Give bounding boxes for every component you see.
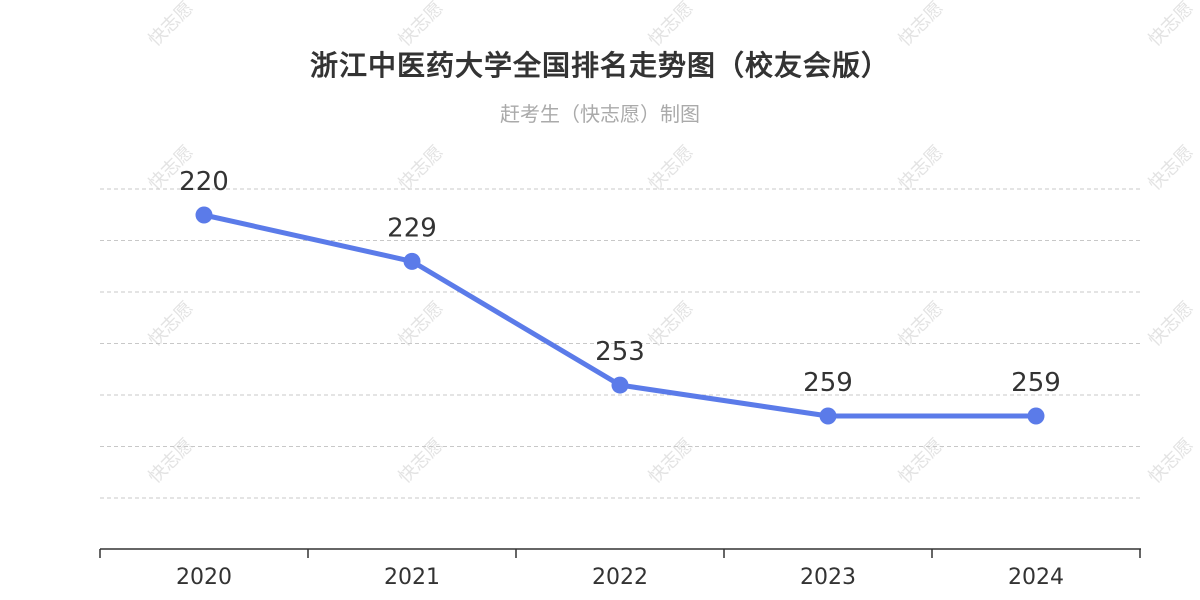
data-label: 259 xyxy=(1011,368,1061,398)
data-point xyxy=(195,206,213,224)
watermark-text: 快志愿 xyxy=(645,142,698,195)
data-label: 253 xyxy=(595,337,645,367)
x-axis: 2020 2021 2022 2023 2024 xyxy=(99,548,1141,590)
data-label: 229 xyxy=(387,213,437,243)
watermark-text: 快志愿 xyxy=(645,298,698,351)
x-tick-label: 2023 xyxy=(800,565,856,590)
series-layer xyxy=(195,206,1045,425)
data-point xyxy=(403,252,421,270)
gridlines xyxy=(100,188,1140,499)
watermark-text: 快志愿 xyxy=(1145,142,1198,195)
x-tick-label: 2024 xyxy=(1008,565,1064,590)
watermark-text: 快志愿 xyxy=(395,142,448,195)
watermark-text: 快志愿 xyxy=(1145,298,1198,351)
watermark-text: 快志愿 xyxy=(145,298,198,351)
watermark-text: 快志愿 xyxy=(895,142,948,195)
x-tick-label: 2021 xyxy=(384,565,440,590)
watermark-text: 快志愿 xyxy=(395,435,448,488)
data-point xyxy=(611,376,629,394)
watermark-text: 快志愿 xyxy=(895,298,948,351)
chart-subtitle: 赶考生（快志愿）制图 xyxy=(500,102,700,126)
data-label: 220 xyxy=(179,167,229,197)
watermark-text: 快志愿 xyxy=(645,435,698,488)
watermark-text: 快志愿 xyxy=(895,435,948,488)
data-labels: 220 229 253 259 259 xyxy=(179,167,1061,398)
data-label: 259 xyxy=(803,368,853,398)
watermark-text: 快志愿 xyxy=(395,298,448,351)
chart-title: 浙江中医药大学全国排名走势图（校友会版） xyxy=(309,49,890,82)
watermark-text: 快志愿 xyxy=(1145,435,1198,488)
data-point xyxy=(1027,407,1045,425)
watermark-text: 快志愿 xyxy=(145,435,198,488)
data-point xyxy=(819,407,837,425)
x-tick-label: 2022 xyxy=(592,565,648,590)
x-tick-label: 2020 xyxy=(176,565,232,590)
